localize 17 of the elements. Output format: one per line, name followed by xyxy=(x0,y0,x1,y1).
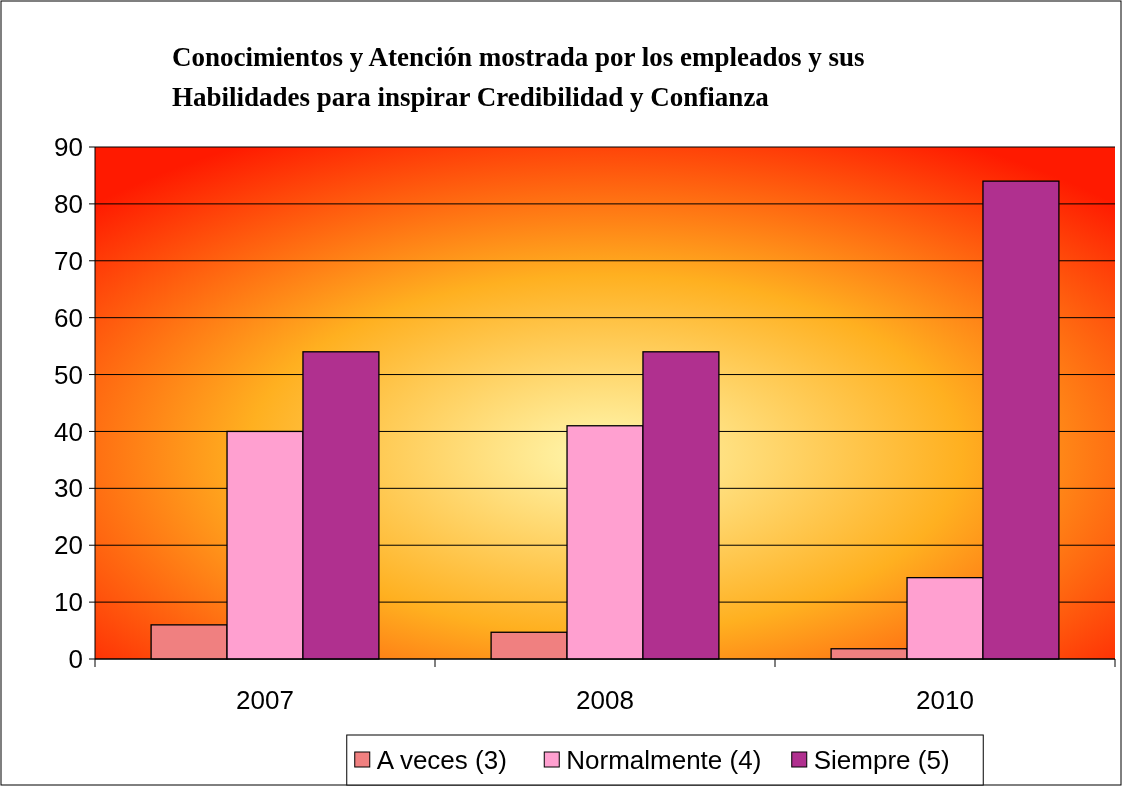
y-tick-label: 70 xyxy=(54,245,83,276)
y-tick-label: 20 xyxy=(54,530,83,561)
y-tick-label: 90 xyxy=(54,132,83,163)
y-tick-label: 80 xyxy=(54,188,83,219)
y-tick-label: 60 xyxy=(54,302,83,333)
y-tick-label: 40 xyxy=(54,416,83,447)
y-tick-label: 30 xyxy=(54,473,83,504)
x-tick-label: 2007 xyxy=(236,685,294,715)
x-tick-label: 2008 xyxy=(576,685,634,715)
legend-label: Siempre (5) xyxy=(813,745,950,776)
chart-title: Conocimientos y Atención mostrada por los empleados y sus Habilidades para inspirar Credibilidad y Confianza xyxy=(172,42,865,112)
legend-label: A veces (3) xyxy=(376,745,507,776)
legend-label: Normalmente (4) xyxy=(566,745,762,776)
x-tick-label: 2010 xyxy=(916,685,974,715)
y-tick-label: 10 xyxy=(54,587,83,618)
y-tick-label: 0 xyxy=(68,644,83,675)
y-tick-label: 50 xyxy=(54,359,83,390)
